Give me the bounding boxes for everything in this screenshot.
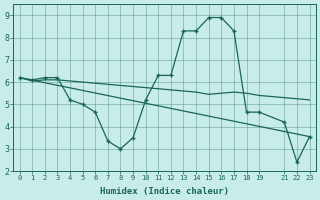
X-axis label: Humidex (Indice chaleur): Humidex (Indice chaleur) bbox=[100, 187, 229, 196]
